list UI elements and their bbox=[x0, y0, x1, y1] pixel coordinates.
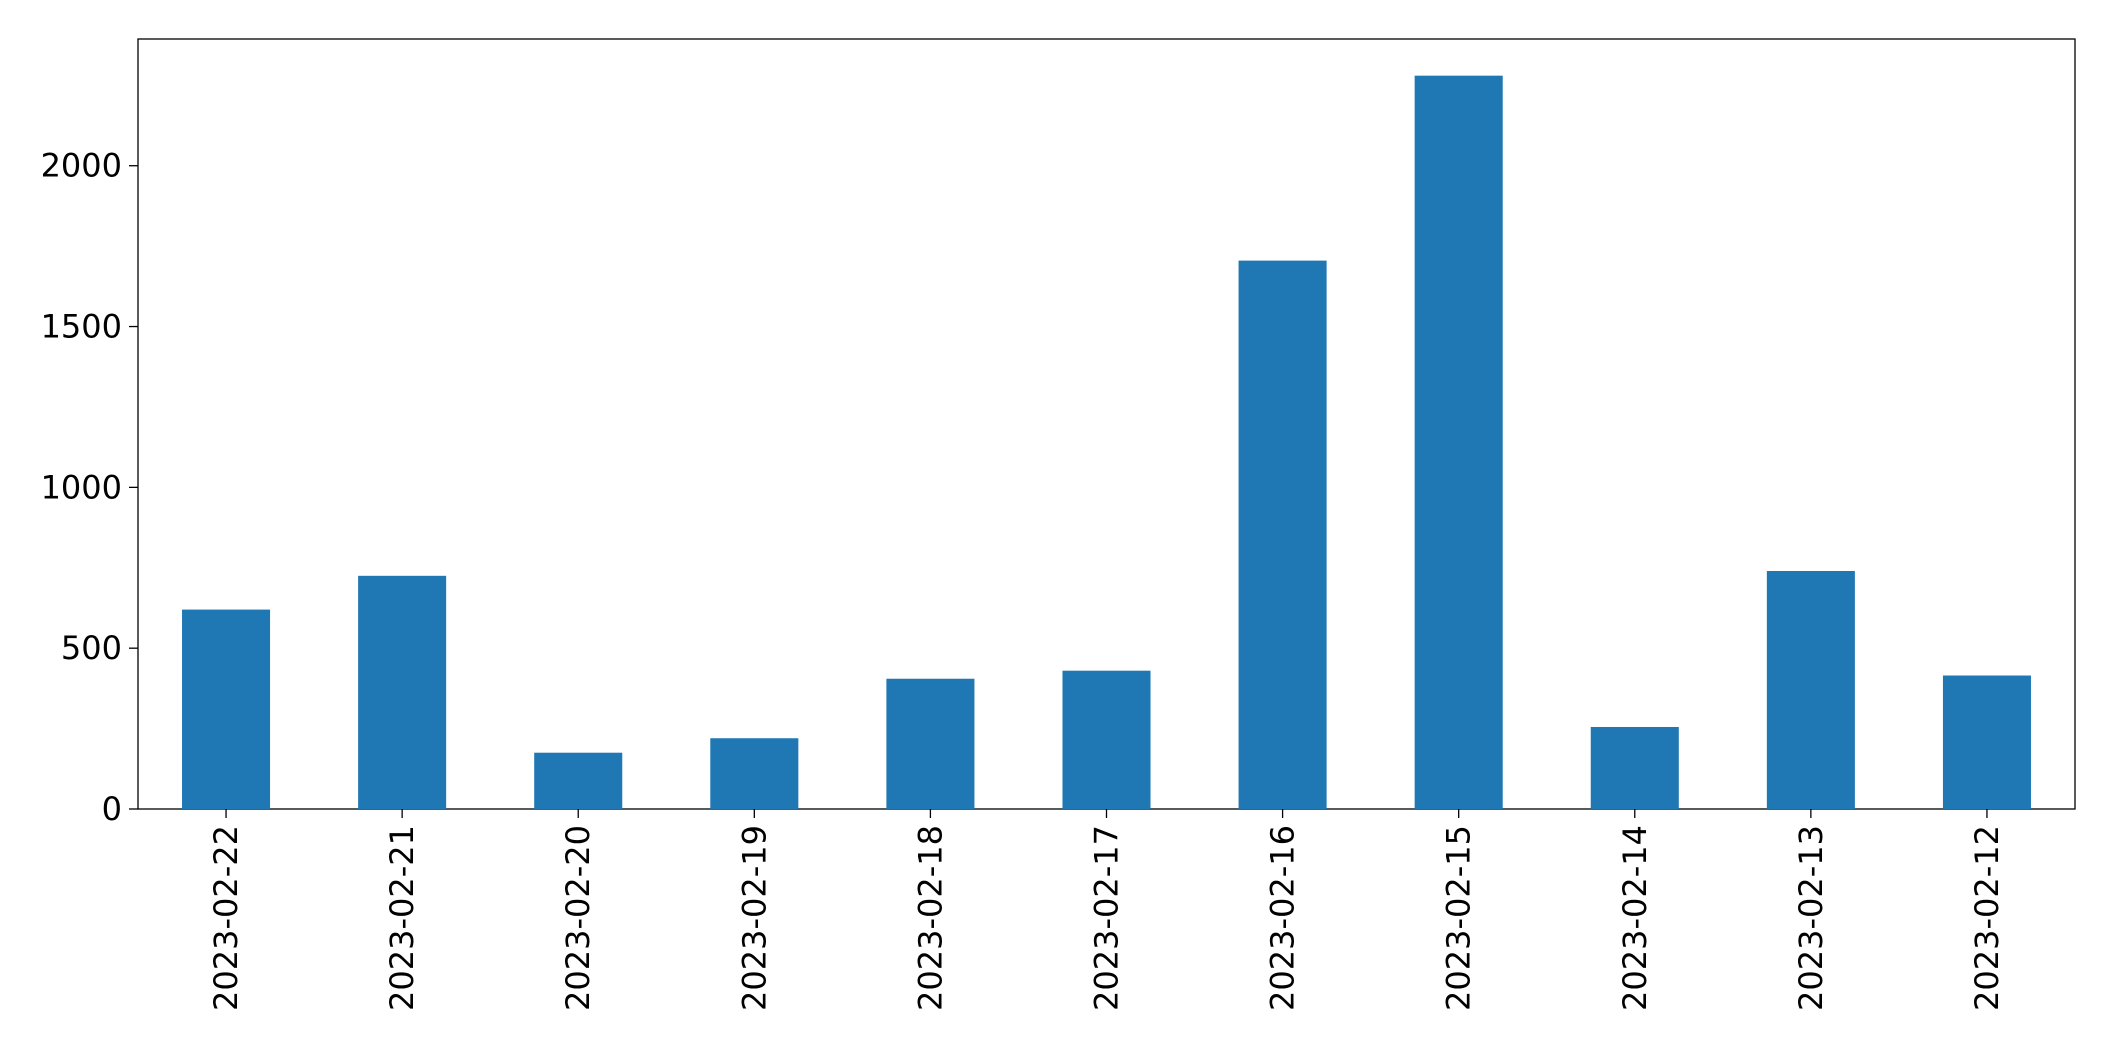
bar bbox=[182, 609, 271, 809]
x-tick-label: 2023-02-21 bbox=[383, 825, 421, 1011]
bar bbox=[1238, 260, 1327, 810]
y-tick-label: 500 bbox=[61, 629, 122, 667]
bar bbox=[1766, 570, 1855, 809]
x-tick-label: 2023-02-14 bbox=[1616, 825, 1654, 1011]
bar bbox=[1590, 726, 1679, 809]
y-tick-label: 2000 bbox=[41, 147, 122, 185]
y-tick-label: 1000 bbox=[41, 468, 122, 506]
x-tick-label: 2023-02-22 bbox=[207, 825, 245, 1011]
x-tick-label: 2023-02-15 bbox=[1440, 825, 1478, 1011]
x-tick-label: 2023-02-12 bbox=[1968, 825, 2006, 1011]
x-tick-label: 2023-02-19 bbox=[735, 825, 773, 1011]
bar bbox=[710, 738, 799, 809]
bar bbox=[358, 575, 447, 809]
bar bbox=[534, 752, 623, 809]
x-tick-label: 2023-02-13 bbox=[1792, 825, 1830, 1011]
x-tick-label: 2023-02-16 bbox=[1264, 825, 1302, 1011]
bar bbox=[886, 678, 975, 809]
bar bbox=[1062, 670, 1151, 809]
y-tick-label: 0 bbox=[102, 790, 122, 828]
x-tick-label: 2023-02-17 bbox=[1088, 825, 1126, 1011]
y-tick-label: 1500 bbox=[41, 308, 122, 346]
x-tick-label: 2023-02-20 bbox=[559, 825, 597, 1011]
bar bbox=[1942, 675, 2031, 809]
x-tick-label: 2023-02-18 bbox=[911, 825, 949, 1011]
bar bbox=[1414, 75, 1503, 809]
